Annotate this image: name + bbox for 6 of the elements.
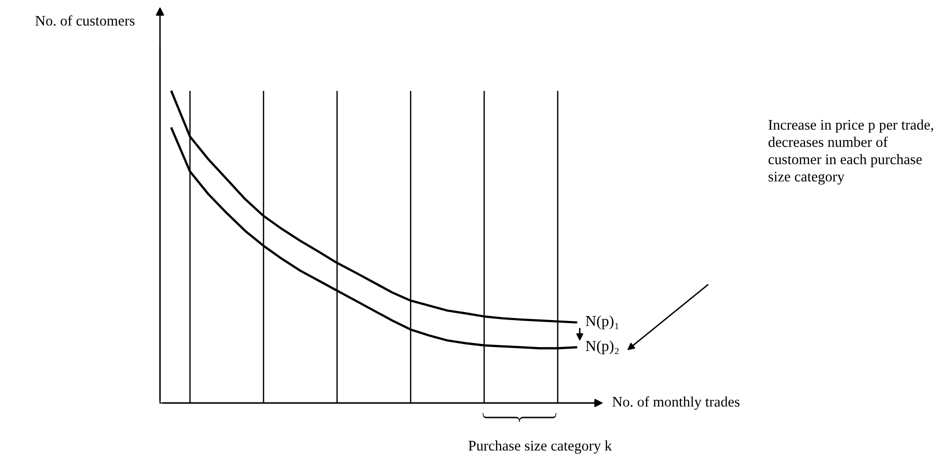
text: Increase in price p per trade, decreases number of customer in each purchase size category: [768, 119, 934, 185]
series-label: N(p)₁: [586, 315, 618, 330]
x-axis-title: No. of monthly trades: [612, 396, 740, 410]
legend-label: N(p)₂: [586, 340, 619, 354]
y-axis-title: No. of customers: [35, 15, 135, 26]
text: Purchase size category k: [468, 440, 612, 454]
